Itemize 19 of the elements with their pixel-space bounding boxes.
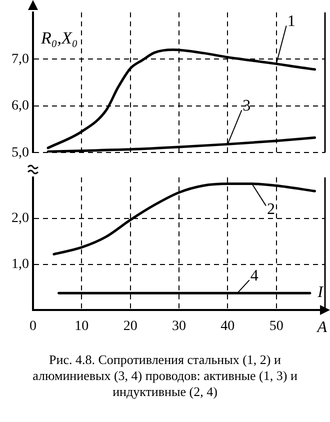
y-tick-label: 5,0 [12,145,29,160]
x-tick-label: 0 [30,319,36,334]
x-axis-title: A [316,319,328,336]
y-axis-title: R₀,X₀ [40,28,78,48]
text: 1 [287,13,296,30]
text: Рис. 4.8. Сопротивления стальных (1, 2) и алюминиевых (3, 4) проводов: активные (1, 3) и индуктивные (2, 4) [32,352,298,400]
x-tick-label: 50 [269,319,284,334]
x-tick-label: 30 [172,319,186,334]
x-tick-label: 20 [123,319,138,334]
legend-label: 4 [250,267,258,284]
x-tick-label: 40 [220,319,235,334]
y-tick-label: 2,0 [12,211,29,226]
annotation: I [316,284,324,302]
y-tick-label: 6,0 [12,98,29,114]
y-tick-label: 1,0 [12,256,29,272]
y-tick-label: 7,0 [12,52,29,67]
x-tick-label: 10 [74,319,89,334]
series-label: 3 [242,97,251,114]
series-label: 2 [267,201,275,218]
